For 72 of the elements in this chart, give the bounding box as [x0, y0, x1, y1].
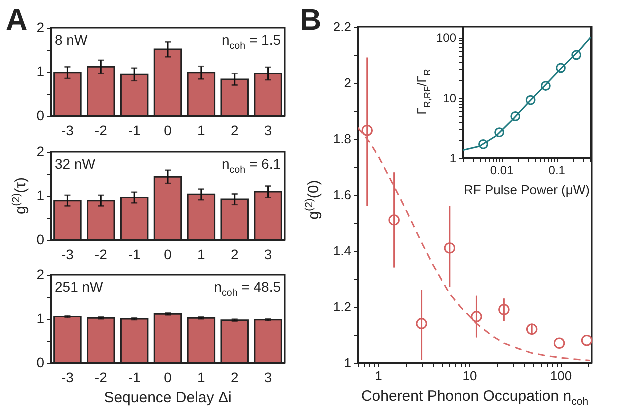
point	[510, 112, 521, 122]
x-tick-label: 100	[550, 368, 572, 384]
x-tick-label: -1	[128, 370, 142, 386]
point	[554, 338, 566, 350]
x-tick-label: -3	[61, 122, 74, 138]
y-tick-label: 1	[344, 356, 352, 370]
x-tick-label: -3	[61, 246, 74, 262]
point	[478, 140, 488, 150]
y-tick-label: 100	[436, 31, 457, 46]
annotation: 8 nW	[55, 32, 88, 48]
x-axis-title: Sequence Delay Δi	[104, 390, 232, 406]
x-tick-label: 1	[198, 246, 206, 262]
x-axis-title: RF Pulse Power (μW)	[464, 182, 590, 198]
y-tick-label: 0	[36, 354, 45, 370]
annotation: n$_{coh}$ = 48.5	[214, 279, 281, 299]
point	[388, 214, 400, 226]
x-tick-label: -2	[94, 246, 108, 262]
y-tick-label: 2	[344, 76, 352, 90]
y-tick-label: 1.6	[333, 188, 352, 202]
annotation: n$_{coh}$ = 1.5	[222, 32, 281, 52]
point	[541, 81, 551, 91]
x-tick-label: -3	[61, 370, 74, 386]
x-tick-label: 1	[198, 122, 206, 138]
x-tick-label: 3	[264, 246, 272, 262]
y-tick-label: 0	[36, 232, 45, 248]
annotation: 32 nW	[55, 156, 96, 172]
x-tick-label: 0	[164, 246, 172, 262]
y-tick-label: 1.8	[333, 132, 352, 146]
y-tick-label: 1	[36, 310, 45, 326]
x-tick-label: 2	[230, 246, 239, 262]
chart-title: A	[6, 4, 28, 37]
x-tick-label: 0	[164, 122, 172, 138]
chart-title: B	[300, 4, 322, 37]
x-tick-label: -1	[128, 246, 142, 262]
x-tick-label: 3	[264, 370, 272, 386]
x-tick-label: -2	[94, 122, 108, 138]
annotation: n$_{coh}$ = 6.1	[222, 156, 281, 176]
x-tick-label: 0	[164, 370, 172, 386]
x-tick-label: 2	[230, 122, 239, 138]
x-tick-label: 1	[375, 368, 382, 384]
x-tick-label: 3	[264, 122, 272, 138]
x-axis-title: Coherent Phonon Occupation n$_{coh}$	[361, 388, 589, 408]
x-tick-label: -1	[128, 122, 142, 138]
y-tick-label: 1	[450, 152, 457, 166]
y-tick-label: 0	[36, 108, 45, 124]
point	[494, 128, 504, 138]
point	[471, 311, 482, 322]
y-tick-label: 2	[36, 144, 45, 160]
y-tick-label: 2	[36, 266, 45, 282]
annotation: 251 nW	[55, 279, 104, 295]
x-tick-label: -2	[94, 370, 108, 386]
point	[362, 124, 373, 136]
y-tick-label: 1	[36, 188, 45, 204]
x-tick-label: 2	[230, 370, 239, 386]
point	[444, 242, 456, 254]
point	[526, 324, 538, 336]
point	[556, 63, 566, 74]
point	[526, 95, 536, 106]
x-tick-label: 0.01	[490, 164, 514, 178]
y-tick-label: 1	[36, 64, 45, 80]
y-tick-label: 1.4	[333, 244, 352, 258]
point	[581, 334, 593, 346]
point	[498, 304, 510, 316]
y-tick-label: 2	[36, 20, 45, 36]
point	[572, 50, 582, 60]
y-tick-label: 2.2	[333, 20, 352, 34]
x-tick-label: 0.1	[548, 164, 566, 178]
x-tick-label: 1	[198, 370, 206, 386]
x-tick-label: 10	[462, 368, 478, 384]
y-tick-label: 1.2	[333, 300, 352, 314]
y-tick-label: 10	[443, 91, 457, 106]
point	[416, 318, 428, 330]
